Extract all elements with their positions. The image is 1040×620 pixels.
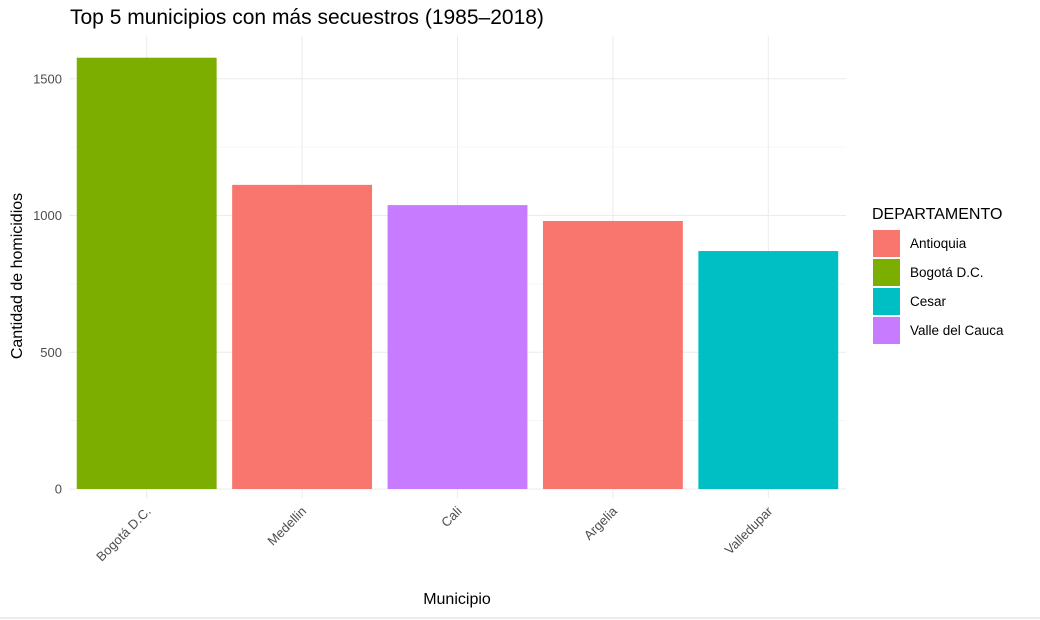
y-tick-label: 500 (40, 345, 62, 360)
bar (387, 205, 528, 489)
bar (698, 251, 839, 489)
legend-title: DEPARTAMENTO (872, 206, 1002, 223)
legend-label: Antioquia (910, 236, 967, 251)
bar (232, 184, 373, 490)
y-axis-ticks: 0 500 1000 1500 (33, 71, 62, 496)
legend-label: Bogotá D.C. (910, 265, 984, 280)
bars (76, 57, 839, 490)
y-tick-label: 0 (55, 482, 62, 497)
legend-swatch (873, 259, 900, 286)
legend-swatch (873, 230, 900, 257)
legend-label: Cesar (910, 294, 947, 309)
x-tick-label: Bogotá D.C. (93, 504, 154, 565)
x-axis-title: Municipio (423, 591, 491, 608)
legend-swatch (873, 317, 900, 344)
x-axis-ticks: Bogotá D.C. Medellin Cali Argelia Valledupar (93, 503, 776, 564)
y-tick-label: 1500 (33, 71, 62, 86)
legend-swatch (873, 288, 900, 315)
legend-label: Valle del Cauca (910, 323, 1004, 338)
bar (76, 57, 217, 490)
legend: DEPARTAMENTO Antioquia Bogotá D.C. Cesar Va… (872, 206, 1004, 344)
y-axis-title: Cantidad de homicidios (9, 193, 26, 359)
y-tick-label: 1000 (33, 208, 62, 223)
x-tick-label: Argelia (581, 503, 621, 543)
bar (542, 220, 683, 489)
x-tick-label: Medellin (264, 504, 309, 549)
chart-title: Top 5 municipios con más secuestros (198… (70, 6, 544, 29)
x-tick-label: Valledupar (722, 503, 776, 557)
x-tick-label: Cali (438, 503, 465, 530)
